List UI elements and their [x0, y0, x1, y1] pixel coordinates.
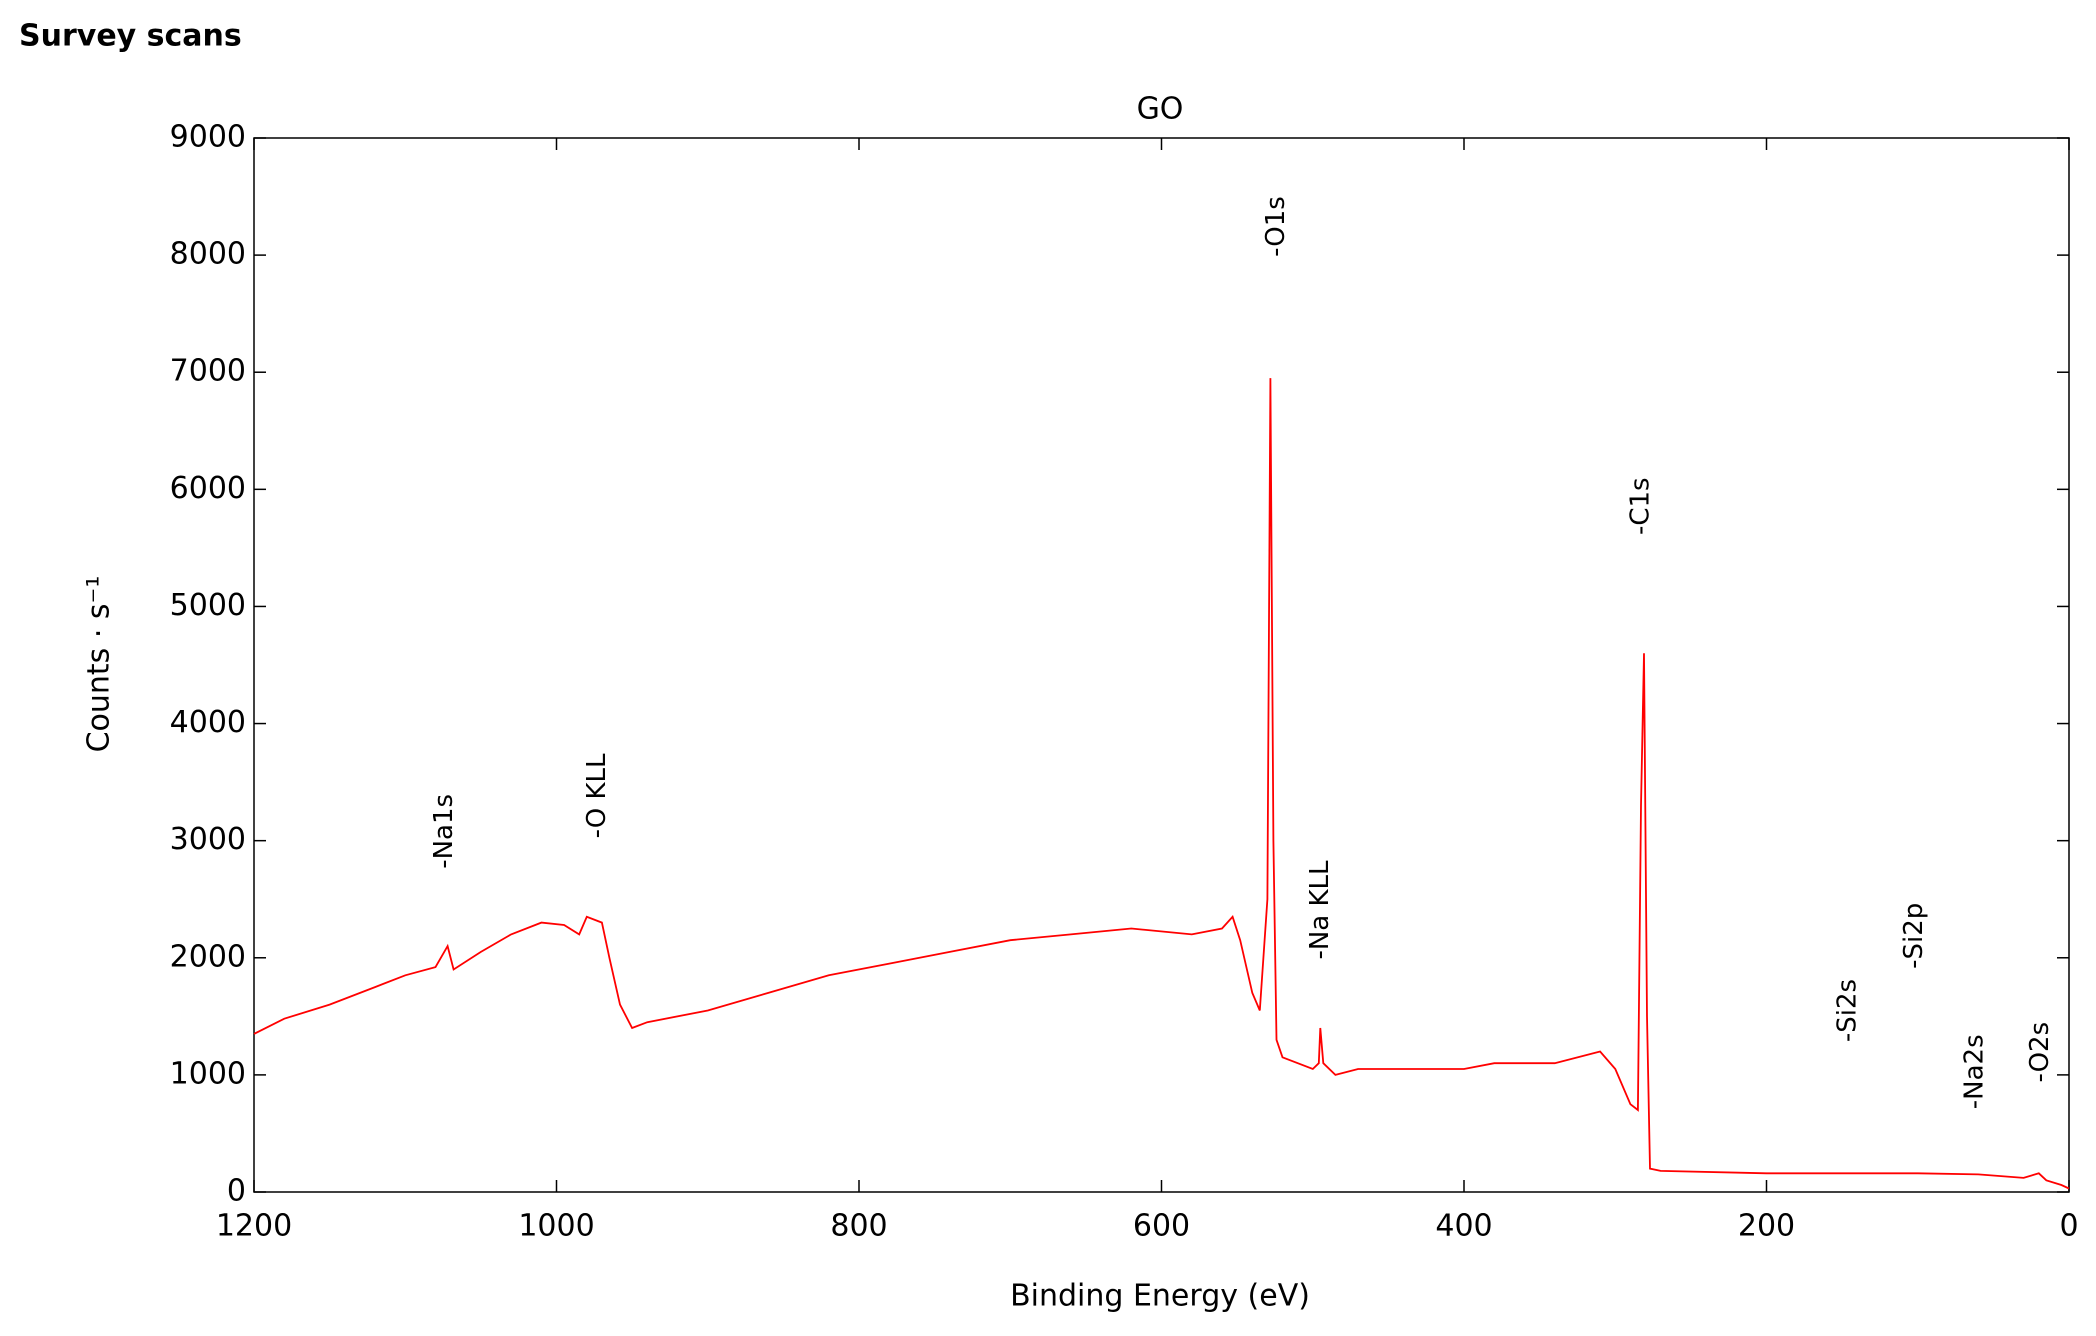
peak-annotation: -Na1s: [429, 794, 459, 869]
data-line: [253, 378, 2070, 1190]
peak-annotation: -Si2s: [1833, 979, 1863, 1042]
y-axis-label: Counts · s⁻¹: [82, 576, 117, 753]
x-tick-label: 1000: [518, 1209, 594, 1244]
y-tick-label: 6000: [170, 471, 246, 506]
peak-annotation: -O1s: [1261, 196, 1291, 257]
peak-annotation: -Si2p: [1899, 903, 1929, 969]
y-tick-label: 5000: [170, 588, 246, 623]
x-tick-label: 600: [1133, 1209, 1190, 1244]
peak-annotation: -O2s: [2025, 1022, 2055, 1083]
peak-annotation: -O KLL: [582, 753, 612, 838]
peak-annotation: -Na2s: [1960, 1034, 1990, 1109]
x-axis-label: Binding Energy (eV): [1010, 1279, 1310, 1314]
x-tick-label: 200: [1738, 1209, 1795, 1244]
page-title: Survey scans: [19, 19, 242, 54]
x-tick-label: 1200: [216, 1209, 292, 1244]
y-tick-label: 8000: [170, 237, 246, 272]
x-tick-label: 0: [2059, 1209, 2078, 1244]
y-tick-label: 0: [227, 1174, 246, 1209]
y-tick-label: 9000: [170, 120, 246, 155]
peak-annotation: -C1s: [1625, 477, 1655, 535]
chart-title: GO: [1137, 92, 1184, 127]
x-tick-label: 800: [830, 1209, 887, 1244]
plot-frame: [253, 137, 2070, 1193]
x-tick-label: 400: [1435, 1209, 1492, 1244]
y-tick-label: 1000: [170, 1056, 246, 1091]
y-tick-label: 7000: [170, 354, 246, 389]
y-tick-label: 2000: [170, 939, 246, 974]
peak-annotation: -Na KLL: [1305, 860, 1335, 960]
y-tick-label: 4000: [170, 705, 246, 740]
y-tick-label: 3000: [170, 822, 246, 857]
